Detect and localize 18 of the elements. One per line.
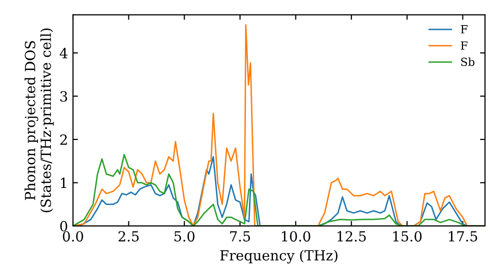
x-tick-label: 2.5: [118, 231, 139, 242]
legend-label: F: [460, 41, 468, 50]
x-tick-label: 12.5: [338, 231, 366, 242]
x-tick-label: 17.5: [448, 231, 478, 242]
x-axis-title: Frequency (THz): [220, 250, 338, 264]
y-tick-label: 1: [60, 178, 66, 188]
legend-label: Sb: [461, 57, 474, 66]
y-axis-title: Phonon projected DOS (States/THz·primitive cell): [24, 28, 54, 212]
x-tick-label: 0.0: [62, 231, 84, 242]
x-tick-label: 7.5: [230, 231, 250, 242]
legend-label: F: [460, 25, 468, 34]
x-tick-label: 10.0: [282, 231, 310, 242]
x-tick-label: 15.0: [393, 231, 422, 242]
y-tick-label: 0: [60, 220, 68, 232]
y-tick-label: 3: [60, 91, 68, 102]
y-tick-label: 4: [60, 48, 68, 58]
x-tick-label: 5.0: [174, 231, 194, 242]
y-tick-label: 2: [60, 134, 67, 145]
